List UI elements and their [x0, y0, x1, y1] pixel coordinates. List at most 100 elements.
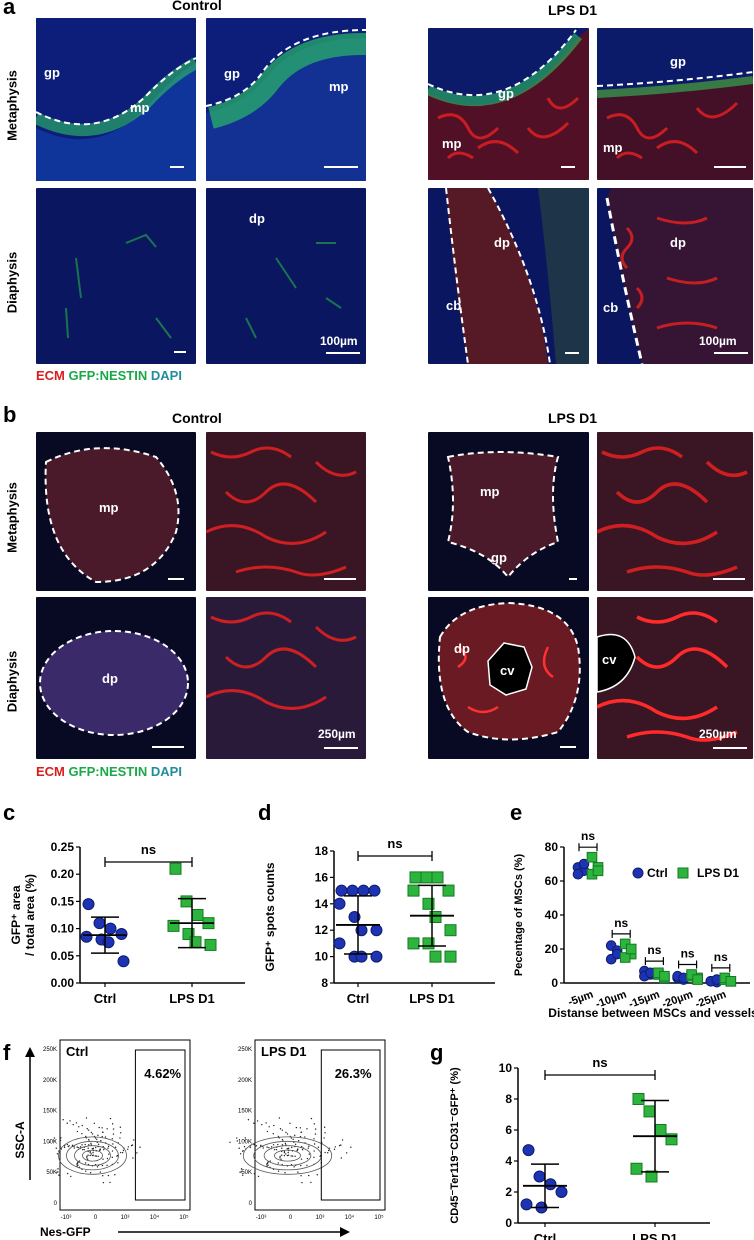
lps-point	[429, 950, 442, 963]
flow-event	[283, 1154, 286, 1157]
scale-bar-label: 250µm	[318, 727, 356, 741]
flow-event	[254, 1145, 256, 1148]
flow-event	[48, 1141, 51, 1143]
legend-ecm: ECM	[36, 368, 65, 383]
flow-event	[111, 1156, 114, 1159]
flow-event	[236, 1140, 238, 1142]
label-gp: gp	[491, 550, 507, 565]
ctrl-point	[533, 1170, 546, 1183]
x-tick-label: -10³	[61, 1215, 72, 1221]
micrograph-b-control-diaphysis-1: dp	[36, 597, 196, 759]
y-tick-label: 2	[505, 1185, 512, 1199]
flow-event	[130, 1144, 133, 1147]
flow-event	[256, 1120, 259, 1122]
flow-event	[107, 1174, 110, 1177]
flow-event	[299, 1135, 302, 1138]
x-tick-label: LPS D1	[409, 991, 455, 1006]
label-mp: mp	[329, 79, 349, 94]
flow-event	[334, 1146, 336, 1148]
flow-event	[287, 1147, 290, 1149]
flow-event	[240, 1171, 242, 1173]
flow-event	[308, 1145, 310, 1148]
lps-point	[725, 976, 737, 987]
flow-event	[68, 1145, 70, 1147]
flow-event	[317, 1146, 320, 1148]
ctrl-point	[572, 868, 584, 880]
flow-event	[253, 1122, 255, 1124]
lps-point	[204, 938, 217, 951]
label-gp: gp	[44, 65, 60, 80]
flow-event	[281, 1147, 283, 1149]
x-tick-label: 10⁵	[374, 1214, 384, 1221]
flow-event	[119, 1132, 122, 1134]
flow-event	[86, 1155, 88, 1158]
y-axis-label: / total area (%)	[23, 874, 37, 956]
flow-event	[106, 1164, 108, 1166]
y-tick-label: 0.15	[51, 894, 75, 908]
ctrl-point	[544, 1178, 557, 1191]
flow-event	[266, 1146, 268, 1148]
label-cb: cb	[603, 300, 619, 315]
y-tick-label: 0.20	[51, 867, 75, 881]
label-dp: dp	[494, 235, 510, 250]
flow-event	[284, 1171, 286, 1174]
y-tick-label: 0	[505, 1216, 512, 1230]
flow-plot-frame	[59, 1039, 191, 1211]
y-tick-label: 200K	[238, 1078, 252, 1084]
flow-event	[267, 1164, 269, 1166]
chart-g: 0 2 4 6 8 10 CD45⁻Ter119⁻CD31⁻GFP⁺ (%) Ctrl LPS …	[449, 1055, 710, 1240]
x-tick-label: 10³	[121, 1215, 130, 1221]
flow-event	[275, 1148, 278, 1151]
flow-event	[340, 1157, 343, 1159]
flow-event	[85, 1117, 88, 1119]
flow-event	[62, 1119, 64, 1121]
panel-a-row-metaphysis: Metaphysis	[4, 70, 20, 141]
flow-event	[99, 1149, 101, 1152]
flow-event	[76, 1146, 78, 1148]
flow-event	[82, 1148, 84, 1151]
flow-event	[99, 1148, 101, 1150]
micrograph-a-lps-metaphysis-1: gp mp	[428, 28, 589, 180]
flow-event	[241, 1174, 244, 1176]
lps-point	[420, 871, 433, 884]
flow-event	[243, 1146, 246, 1148]
lps-point	[444, 950, 457, 963]
label-cv: cv	[500, 663, 515, 678]
panel-b-legend: ECM GFP:NESTIN DAPI	[36, 764, 182, 779]
flow-event	[94, 1155, 96, 1157]
legend-gfp: GFP:NESTIN	[68, 764, 148, 779]
flow-event	[127, 1148, 129, 1150]
flow-event	[87, 1129, 90, 1131]
flow-event	[242, 1150, 244, 1152]
ctrl-point	[520, 1198, 533, 1211]
flow-event	[272, 1144, 275, 1146]
lps-point	[444, 924, 457, 937]
lps-point	[659, 970, 670, 982]
flow-event	[104, 1136, 107, 1138]
y-tick-label: 200K	[43, 1078, 57, 1084]
y-tick-label: 18	[315, 844, 329, 858]
flow-event	[341, 1139, 344, 1141]
y-axis-label: Pecentage of MSCs (%)	[513, 854, 525, 977]
y-tick-label: 6	[505, 1123, 512, 1137]
x-tick-label: 10⁴	[345, 1214, 355, 1221]
x-tick-label: 10⁴	[150, 1214, 160, 1221]
panel-a-letter: a	[3, 0, 16, 19]
flow-gate	[320, 1049, 381, 1201]
flow-event	[77, 1164, 79, 1166]
flow-event	[306, 1157, 309, 1160]
flow-event	[244, 1139, 246, 1142]
x-tick-label: 10³	[316, 1215, 325, 1221]
flow-event	[57, 1171, 59, 1173]
lps-point	[422, 897, 435, 910]
label-mp: mp	[480, 484, 500, 499]
flow-contour	[263, 1145, 312, 1166]
flow-event	[89, 1151, 91, 1154]
flow-event	[88, 1144, 90, 1146]
flow-event	[247, 1119, 250, 1121]
ctrl-point	[370, 924, 383, 937]
flow-event	[85, 1170, 87, 1172]
lps-point	[429, 911, 442, 923]
panel-a-row-diaphysis: Diaphysis	[4, 251, 20, 314]
